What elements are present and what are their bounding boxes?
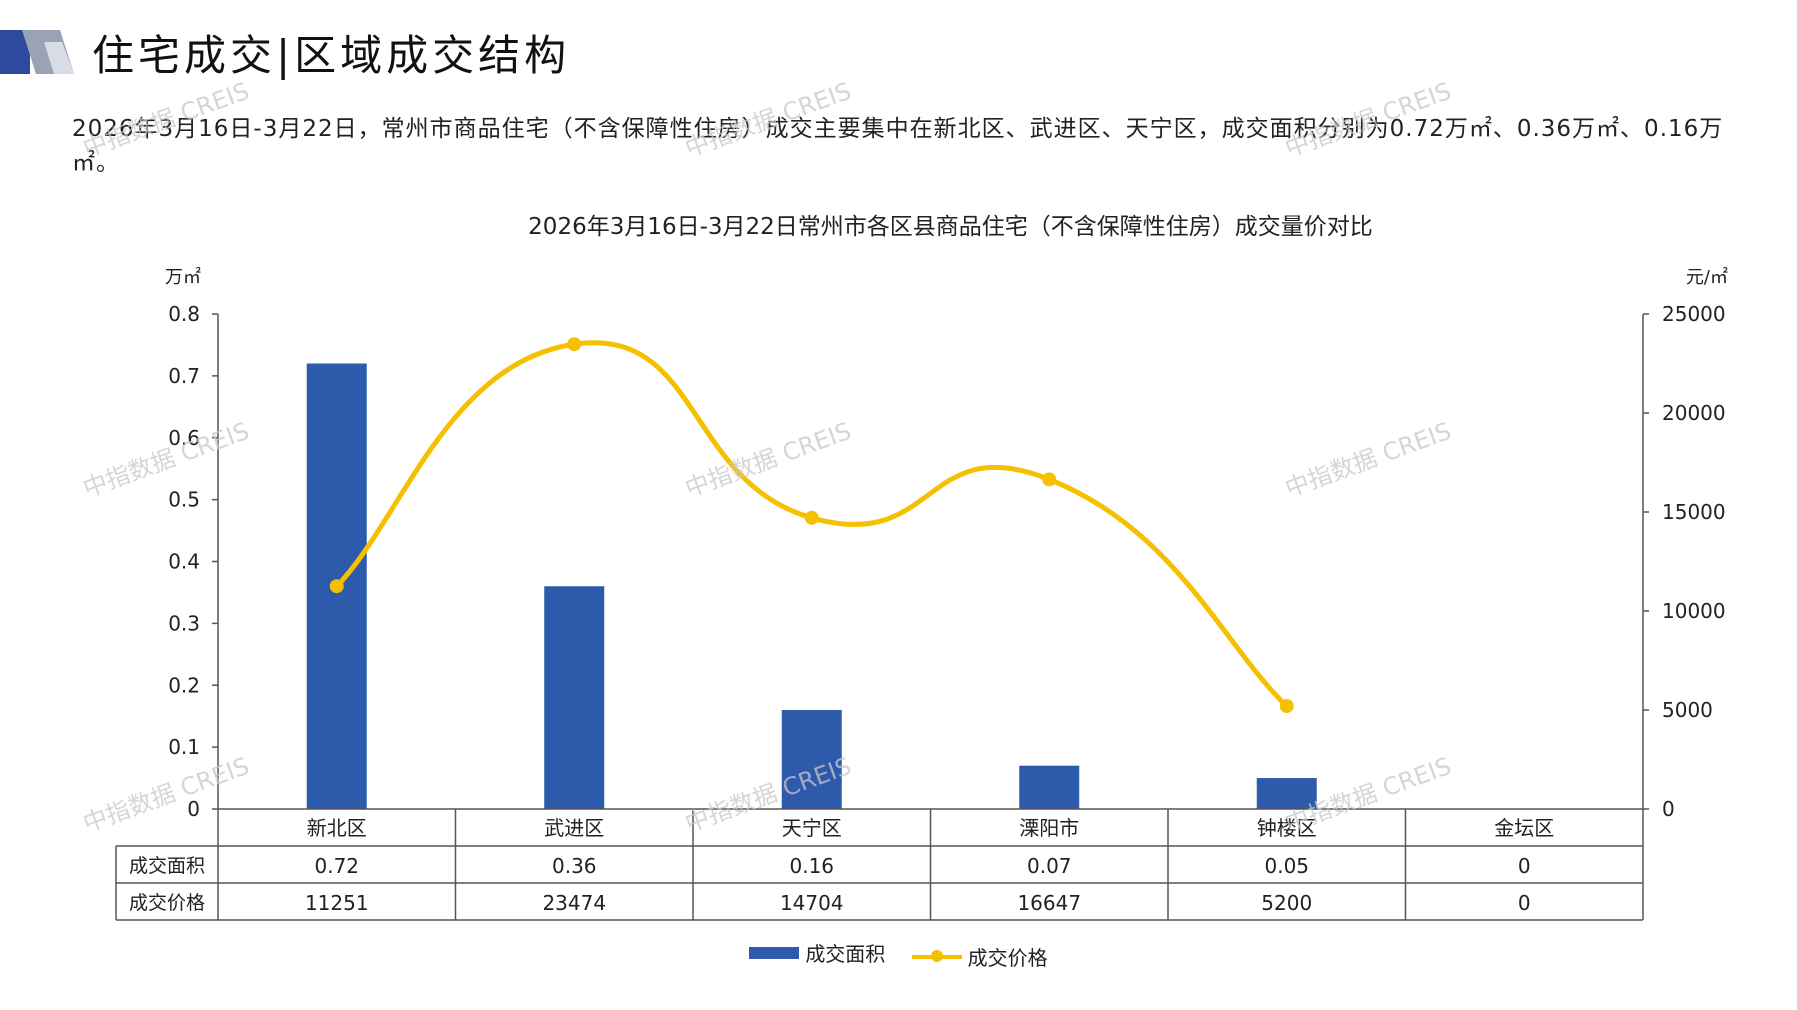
legend-line-swatch — [911, 949, 962, 962]
legend-label-price: 成交价格 — [967, 946, 1048, 970]
legend-label-area: 成交面积 — [805, 942, 886, 966]
y-left-tick-label: 0.3 — [168, 611, 200, 635]
area-data-label: 0.16 — [789, 854, 834, 878]
legend-bar-swatch — [749, 946, 800, 959]
price-data-label: 16647 — [1017, 891, 1081, 915]
legend-item-price: 成交价格 — [911, 942, 1048, 971]
price-point-1 — [329, 579, 344, 594]
y-left-tick-label: 0.2 — [168, 673, 200, 697]
price-point-4 — [1042, 472, 1057, 487]
summary-text: 2026年3月16日-3月22日，常州市商品住宅（不含保障性住房）成交主要集中在… — [72, 116, 1724, 176]
price-data-label: 0 — [1518, 891, 1531, 915]
table-row-header-area: 成交面积 — [129, 855, 205, 877]
y-right-tick-label: 10000 — [1662, 599, 1726, 623]
area-data-label: 0.05 — [1264, 854, 1309, 878]
bar-5 — [1256, 778, 1317, 809]
page-title: 住宅成交|区域成交结构 — [92, 31, 571, 80]
y-left-tick-label: 0.4 — [168, 550, 200, 574]
legend-item-area: 成交面积 — [749, 938, 885, 967]
price-point-5 — [1279, 699, 1294, 714]
y-right-unit: 元/㎡ — [1686, 266, 1728, 288]
area-data-label: 0.72 — [314, 854, 359, 878]
price-data-label: 23474 — [542, 891, 606, 915]
x-tick-label: 武进区 — [544, 816, 604, 840]
area-data-label: 0.36 — [552, 854, 597, 878]
y-left-unit: 万㎡ — [165, 266, 201, 288]
chart-legend: 成交面积 成交价格 — [0, 938, 1797, 971]
price-data-label: 11251 — [305, 891, 369, 915]
y-right-tick-label: 25000 — [1662, 302, 1726, 326]
x-tick-label: 金坛区 — [1494, 816, 1554, 840]
area-data-label: 0.07 — [1027, 854, 1072, 878]
bar-3 — [781, 710, 842, 809]
y-left-tick-label: 0.7 — [168, 364, 200, 388]
y-left-tick-label: 0.1 — [168, 735, 200, 759]
y-right-tick-label: 15000 — [1662, 500, 1726, 524]
price-data-label: 14704 — [780, 891, 844, 915]
y-left-tick-label: 0.5 — [168, 488, 200, 512]
bar-2 — [544, 586, 605, 809]
y-right-tick-label: 0 — [1662, 797, 1675, 821]
x-tick-label: 溧阳市 — [1019, 816, 1079, 840]
table-row-header-price: 成交价格 — [129, 892, 205, 914]
price-point-3 — [804, 510, 819, 525]
y-left-tick-label: 0 — [187, 797, 200, 821]
y-right-tick-label: 5000 — [1662, 698, 1713, 722]
brand-logo-icon — [0, 30, 74, 74]
area-data-label: 0 — [1518, 854, 1531, 878]
y-left-tick-label: 0.6 — [168, 426, 200, 450]
x-tick-label: 新北区 — [307, 816, 367, 840]
x-tick-label: 钟楼区 — [1257, 816, 1317, 840]
y-right-tick-label: 20000 — [1662, 401, 1726, 425]
price-data-label: 5200 — [1261, 891, 1312, 915]
price-point-2 — [567, 337, 582, 352]
y-left-tick-label: 0.8 — [168, 302, 200, 326]
chart-title: 2026年3月16日-3月22日常州市各区县商品住宅（不含保障性住房）成交量价对… — [528, 214, 1373, 240]
x-tick-label: 天宁区 — [782, 816, 842, 840]
bar-4 — [1019, 765, 1080, 809]
